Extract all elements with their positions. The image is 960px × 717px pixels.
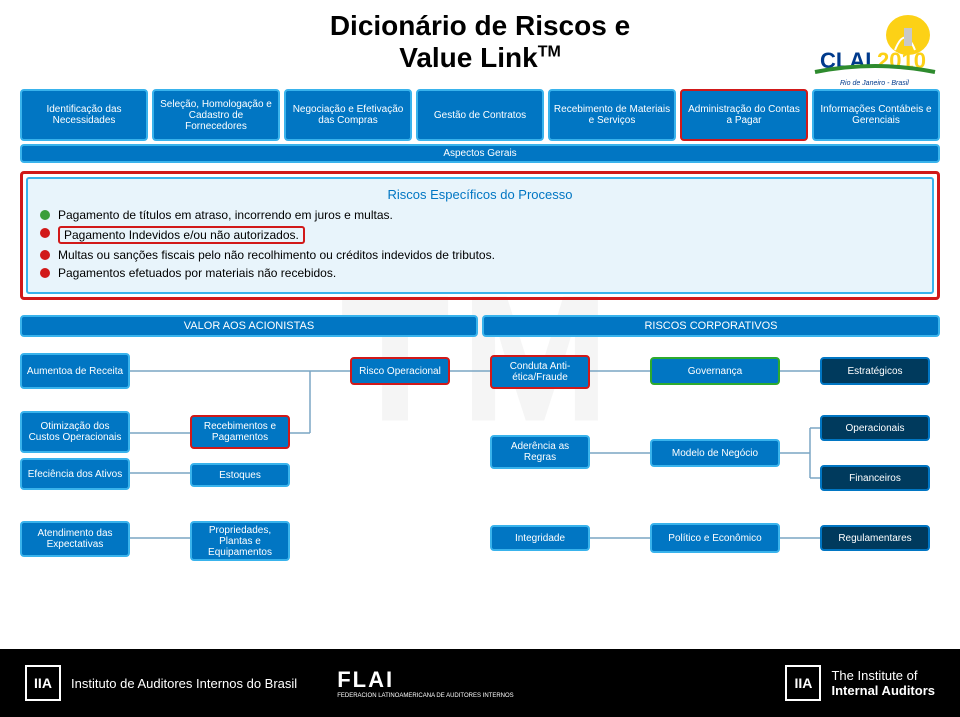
node-financeiros: Financeiros xyxy=(820,465,930,491)
section-valor: VALOR AOS ACIONISTAS xyxy=(20,315,478,337)
node-politico: Político e Econômico xyxy=(650,523,780,553)
process-box: Administração do Contas a Pagar xyxy=(680,89,808,141)
risk-item: Pagamento Indevidos e/ou não autorizados… xyxy=(40,226,920,244)
node-recebimentos: Recebimentos e Pagamentos xyxy=(190,415,290,449)
process-box: Seleção, Homologação e Cadastro de Forne… xyxy=(152,89,280,141)
node-aumento-receita: Aumentoa de Receita xyxy=(20,353,130,389)
process-box: Identificação das Necessidades xyxy=(20,89,148,141)
risk-text: Pagamento de títulos em atraso, incorren… xyxy=(58,208,393,222)
footer-iia-br: IIA Instituto de Auditores Internos do B… xyxy=(25,665,297,701)
section-riscos: RISCOS CORPORATIVOS xyxy=(482,315,940,337)
node-conduta: Conduta Anti-ética/Fraude xyxy=(490,355,590,389)
node-integridade: Integridade xyxy=(490,525,590,551)
process-box: Gestão de Contratos xyxy=(416,89,544,141)
risk-text: Pagamento Indevidos e/ou não autorizados… xyxy=(58,226,305,244)
risk-text: Multas ou sanções fiscais pelo não recol… xyxy=(58,248,495,262)
node-regulamentares: Regulamentares xyxy=(820,525,930,551)
node-atendimento: Atendimento das Expectativas xyxy=(20,521,130,557)
node-operacionais: Operacionais xyxy=(820,415,930,441)
risk-panel: Riscos Específicos do Processo Pagamento… xyxy=(20,171,940,300)
node-otimizacao: Otimização dos Custos Operacionais xyxy=(20,411,130,453)
node-estoques: Estoques xyxy=(190,463,290,487)
footer-flai: FLAIFEDERACION LATINOAMERICANA DE AUDITO… xyxy=(337,667,513,699)
risk-dot xyxy=(40,250,50,260)
process-box: Informações Contábeis e Gerenciais xyxy=(812,89,940,141)
node-eficiencia: Efeciência dos Ativos xyxy=(20,458,130,490)
process-box: Recebimento de Materiais e Serviços xyxy=(548,89,676,141)
diagram-grid: Aumentoa de Receita Otimização dos Custo… xyxy=(20,343,940,573)
node-governanca: Governança xyxy=(650,357,780,385)
svg-text:Rio de Janeiro - Brasil: Rio de Janeiro - Brasil xyxy=(840,80,909,87)
node-risco-operacional: Risco Operacional xyxy=(350,357,450,385)
clai-logo: CLAI 2010 Rio de Janeiro - Brasil xyxy=(810,10,940,95)
node-aderencia: Aderência as Regras xyxy=(490,435,590,469)
footer-bar: IIA Instituto de Auditores Internos do B… xyxy=(0,649,960,717)
risk-dot xyxy=(40,210,50,220)
page-title: Dicionário de Riscos e Value LinkTM xyxy=(20,10,940,74)
process-row: Identificação das NecessidadesSeleção, H… xyxy=(20,89,940,141)
risk-title: Riscos Específicos do Processo xyxy=(40,187,920,202)
risk-dot xyxy=(40,268,50,278)
risk-item: Pagamento de títulos em atraso, incorren… xyxy=(40,208,920,222)
risk-item: Pagamentos efetuados por materiais não r… xyxy=(40,266,920,280)
process-box: Negociação e Efetivação das Compras xyxy=(284,89,412,141)
aspects-bar: Aspectos Gerais xyxy=(20,144,940,163)
risk-item: Multas ou sanções fiscais pelo não recol… xyxy=(40,248,920,262)
node-modelo-negocio: Modelo de Negócio xyxy=(650,439,780,467)
risk-text: Pagamentos efetuados por materiais não r… xyxy=(58,266,336,280)
footer-iia-global: IIA The Institute ofInternal Auditors xyxy=(785,665,935,701)
node-propriedades: Propriedades, Plantas e Equipamentos xyxy=(190,521,290,561)
section-headers: VALOR AOS ACIONISTAS RISCOS CORPORATIVOS xyxy=(20,315,940,337)
risk-dot xyxy=(40,228,50,238)
node-estrategicos: Estratégicos xyxy=(820,357,930,385)
connector-lines xyxy=(20,343,940,573)
